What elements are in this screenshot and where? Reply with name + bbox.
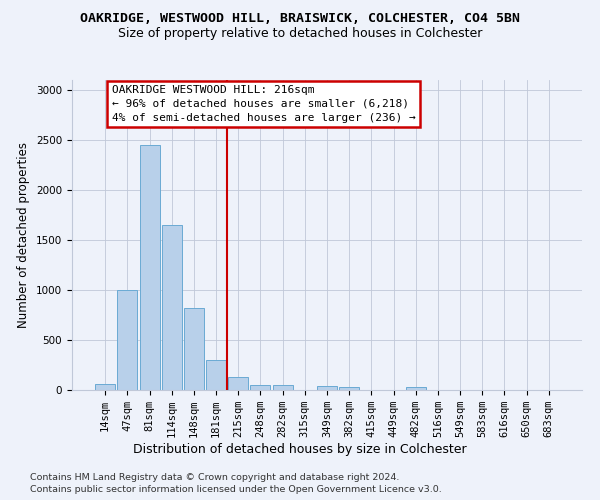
Bar: [118, 290, 137, 390]
Text: OAKRIDGE WESTWOOD HILL: 216sqm
← 96% of detached houses are smaller (6,218)
4% o: OAKRIDGE WESTWOOD HILL: 216sqm ← 96% of …: [112, 85, 416, 123]
Bar: [339, 387, 359, 390]
Bar: [162, 225, 182, 390]
Bar: [95, 384, 115, 390]
Y-axis label: Number of detached properties: Number of detached properties: [17, 142, 31, 328]
Bar: [250, 384, 271, 390]
Bar: [406, 387, 426, 390]
Text: OAKRIDGE, WESTWOOD HILL, BRAISWICK, COLCHESTER, CO4 5BN: OAKRIDGE, WESTWOOD HILL, BRAISWICK, COLC…: [80, 12, 520, 26]
Text: Contains HM Land Registry data © Crown copyright and database right 2024.: Contains HM Land Registry data © Crown c…: [30, 472, 400, 482]
Bar: [317, 386, 337, 390]
Text: Contains public sector information licensed under the Open Government Licence v3: Contains public sector information licen…: [30, 485, 442, 494]
Bar: [272, 385, 293, 390]
Bar: [184, 308, 204, 390]
Text: Size of property relative to detached houses in Colchester: Size of property relative to detached ho…: [118, 28, 482, 40]
Bar: [228, 377, 248, 390]
Bar: [140, 145, 160, 390]
Bar: [206, 360, 226, 390]
Text: Distribution of detached houses by size in Colchester: Distribution of detached houses by size …: [133, 442, 467, 456]
